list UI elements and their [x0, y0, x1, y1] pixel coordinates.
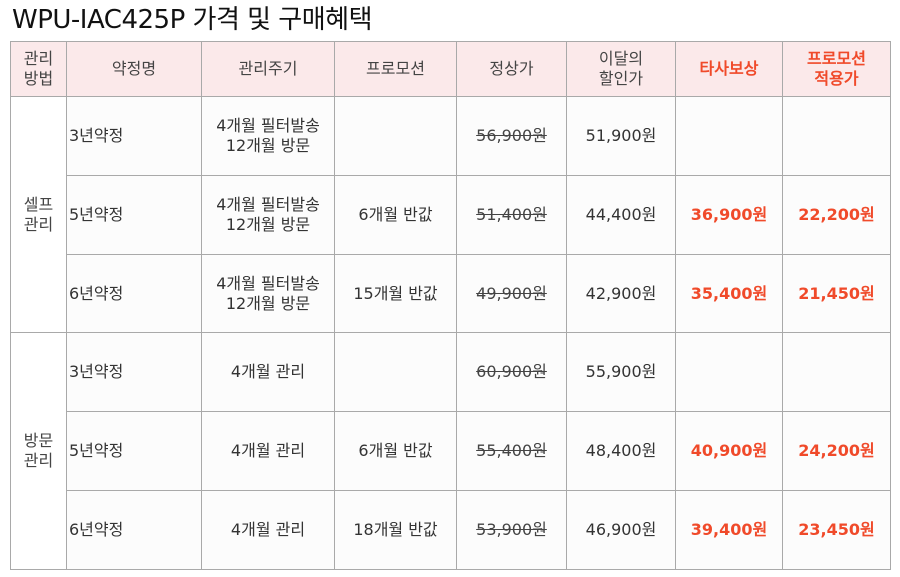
cycle-cell: 4개월 관리 — [201, 332, 335, 413]
discount-price-cell: 46,900원 — [566, 490, 676, 570]
promo-price-cell: 24,200원 — [782, 411, 891, 492]
header-promo: 프로모션 — [334, 41, 457, 97]
discount-price-cell: 55,900원 — [566, 332, 676, 413]
cycle-cell: 4개월 필터발송 12개월 방문 — [201, 96, 335, 176]
plan-cell: 5년약정 — [66, 411, 202, 492]
discount-price-cell: 44,400원 — [566, 174, 676, 255]
header-row: 관리 방법 약정명 관리주기 프로모션 정상가 이달의 할인가 타사보상 프로모션 적… — [10, 41, 891, 97]
regular-price-cell: 49,900원 — [456, 253, 567, 334]
cycle-cell: 4개월 필터발송 12개월 방문 — [201, 174, 335, 255]
header-tradein: 타사보상 — [675, 41, 783, 97]
discount-price-cell: 48,400원 — [566, 411, 676, 492]
regular-price-cell: 51,400원 — [456, 174, 567, 255]
promo-cell: 6개월 반값 — [334, 411, 457, 492]
plan-cell: 5년약정 — [66, 174, 202, 255]
plan-cell: 6년약정 — [66, 253, 202, 334]
table-row: 5년약정 4개월 필터발송 12개월 방문 6개월 반값 51,400원 44,400원 3… — [11, 174, 891, 255]
discount-price-cell: 51,900원 — [566, 96, 676, 176]
regular-price-cell: 53,900원 — [456, 490, 567, 570]
table-row: 5년약정 4개월 관리 6개월 반값 55,400원 48,400원 40,900원 24,… — [11, 411, 891, 492]
tradein-price-cell — [675, 96, 783, 176]
discount-price-cell: 42,900원 — [566, 253, 676, 334]
promo-cell: 15개월 반값 — [334, 253, 457, 334]
promo-cell — [334, 332, 457, 413]
header-plan: 약정명 — [66, 41, 202, 97]
header-cycle: 관리주기 — [201, 41, 335, 97]
promo-cell — [334, 96, 457, 176]
tradein-price-cell: 40,900원 — [675, 411, 783, 492]
table-row: 방문 관리 3년약정 4개월 관리 60,900원 55,900원 — [10, 332, 891, 570]
plan-cell: 3년약정 — [66, 96, 202, 176]
promo-price-cell — [782, 332, 891, 413]
header-method: 관리 방법 — [10, 41, 67, 97]
table-row: 6년약정 4개월 필터발송 12개월 방문 15개월 반값 49,900원 42,900원… — [11, 253, 891, 334]
tradein-price-cell: 36,900원 — [675, 174, 783, 255]
plan-cell: 6년약정 — [66, 490, 202, 570]
promo-price-cell — [782, 96, 891, 176]
plan-cell: 3년약정 — [66, 332, 202, 413]
tradein-price-cell: 35,400원 — [675, 253, 783, 334]
promo-price-cell: 21,450원 — [782, 253, 891, 334]
cycle-cell: 4개월 관리 — [201, 411, 335, 492]
header-regular: 정상가 — [456, 41, 567, 97]
regular-price-cell: 60,900원 — [456, 332, 567, 413]
header-promo-applied: 프로모션 적용가 — [782, 41, 891, 97]
cycle-cell: 4개월 필터발송 12개월 방문 — [201, 253, 335, 334]
tradein-price-cell — [675, 332, 783, 413]
table-row: 6년약정 4개월 관리 18개월 반값 53,900원 46,900원 39,400원 23… — [11, 490, 891, 570]
promo-cell: 6개월 반값 — [334, 174, 457, 255]
regular-price-cell: 56,900원 — [456, 96, 567, 176]
promo-price-cell: 22,200원 — [782, 174, 891, 255]
cycle-cell: 4개월 관리 — [201, 490, 335, 570]
price-table: 관리 방법 약정명 관리주기 프로모션 정상가 이달의 할인가 타사보상 프로모션 적… — [10, 41, 891, 570]
group-label: 방문 관리 — [10, 332, 67, 570]
promo-cell: 18개월 반값 — [334, 490, 457, 570]
promo-price-cell: 23,450원 — [782, 490, 891, 570]
tradein-price-cell: 39,400원 — [675, 490, 783, 570]
header-discount: 이달의 할인가 — [566, 41, 676, 97]
regular-price-cell: 55,400원 — [456, 411, 567, 492]
table-row: 셀프 관리 3년약정 4개월 필터발송 12개월 방문 56,900원 51,900원 — [10, 95, 891, 334]
page-title: WPU-IAC425P 가격 및 구매혜택 — [12, 5, 373, 35]
group-label: 셀프 관리 — [10, 95, 67, 334]
